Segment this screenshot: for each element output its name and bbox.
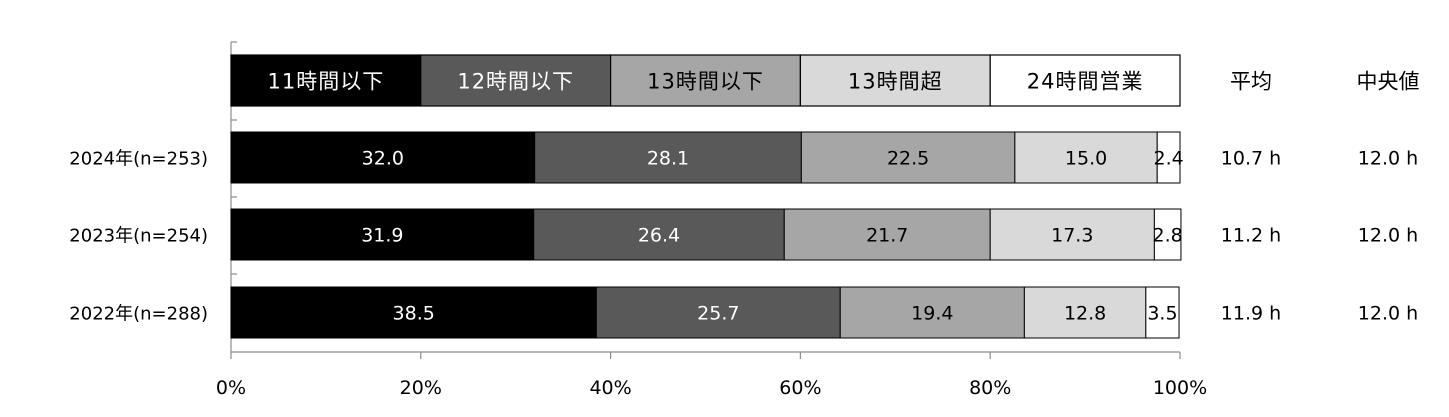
category-label: 2022年(n=288): [69, 304, 208, 325]
column-value: 11.9 h: [1221, 303, 1281, 325]
data-label: 21.7: [866, 225, 908, 247]
column-value: 12.0 h: [1358, 225, 1418, 247]
axis-layer: 0% 20% 40% 60% 80% 100%: [216, 41, 1207, 399]
x-tick-label: 80%: [969, 377, 1011, 399]
legend-label: 13時間以下: [647, 70, 764, 94]
bar-segment: [1145, 286, 1180, 339]
bar-segment: [989, 208, 1155, 261]
bar-segment: [230, 208, 535, 261]
legend-label: 24時間営業: [1027, 70, 1144, 94]
column-header: 平均: [1230, 70, 1272, 94]
x-tick-label: 100%: [1153, 377, 1207, 399]
data-label: 31.9: [361, 225, 403, 247]
data-label: 32.0: [362, 148, 404, 170]
category-label: 2023年(n=254): [69, 226, 208, 247]
data-label: 17.3: [1051, 225, 1093, 247]
legend-swatch: [420, 54, 612, 107]
category-label: 2024年(n=253): [69, 149, 208, 170]
column-header: 中央値: [1357, 70, 1420, 94]
legend-swatch: [609, 54, 801, 107]
bar-segment: [533, 208, 785, 261]
x-tick-label: 0%: [216, 377, 246, 399]
legend-swatch: [989, 54, 1181, 107]
data-label: 22.5: [887, 148, 929, 170]
data-label: 19.4: [911, 303, 953, 325]
x-tick-label: 20%: [400, 377, 442, 399]
legend: 11時間以下 12時間以下 13時間以下 13時間超 24時間営業 平均 中央値: [230, 54, 1420, 107]
bar-segment: [839, 286, 1025, 339]
data-label: 25.7: [697, 303, 739, 325]
legend-swatch: [799, 54, 991, 107]
column-value: 12.0 h: [1358, 148, 1418, 170]
data-label: 26.4: [638, 225, 680, 247]
legend-label: 12時間以下: [457, 70, 574, 94]
bar-segment: [1023, 286, 1147, 339]
bar-segment: [800, 131, 1016, 184]
labels: 32.0 28.1 22.5 15.0 2.4 2024年(n=253) 10.7 h 12.…: [69, 148, 1418, 325]
data-label: 2.4: [1154, 148, 1184, 170]
x-tick-label: 40%: [589, 377, 631, 399]
bar-segment: [1156, 131, 1181, 184]
bar-segment: [534, 131, 802, 184]
data-label: 28.1: [647, 148, 689, 170]
data-label: 3.5: [1147, 303, 1177, 325]
column-value: 11.2 h: [1221, 225, 1281, 247]
column-value: 10.7 h: [1221, 148, 1281, 170]
bar-segment: [1153, 208, 1182, 261]
bar-segment: [230, 131, 536, 184]
data-label: 12.8: [1064, 303, 1106, 325]
legend-label: 11時間以下: [268, 70, 385, 94]
bar-segment: [783, 208, 991, 261]
data-label: 38.5: [393, 303, 435, 325]
x-tick-label: 60%: [779, 377, 821, 399]
legend-swatch: [230, 54, 422, 107]
data-label: 2.8: [1153, 225, 1183, 247]
legend-label: 13時間超: [848, 70, 943, 94]
bar-segment: [230, 286, 597, 339]
bars: [230, 131, 1182, 339]
column-value: 12.0 h: [1358, 303, 1418, 325]
data-label: 15.0: [1065, 148, 1107, 170]
